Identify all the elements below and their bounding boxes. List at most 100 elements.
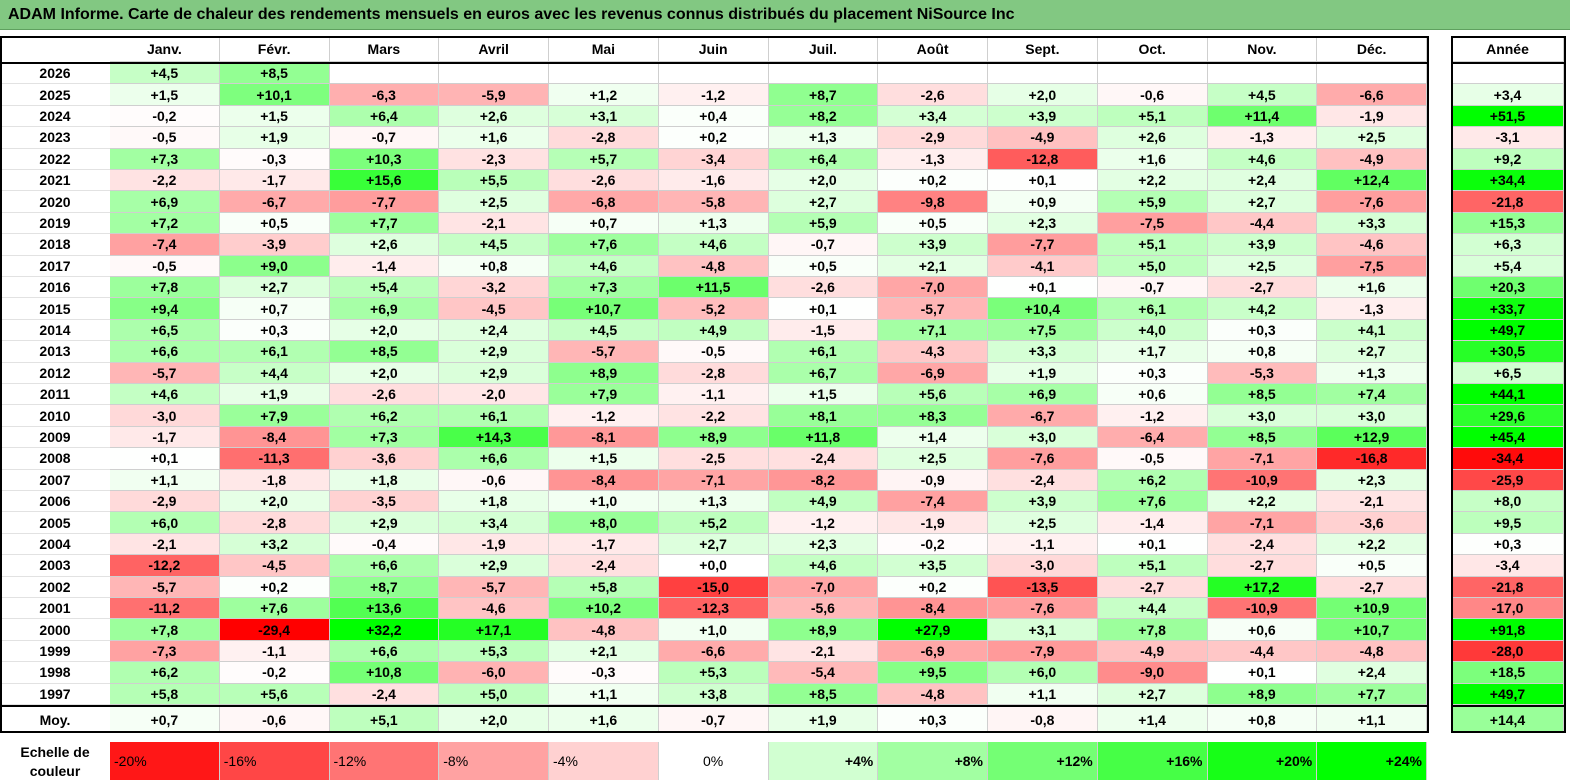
heatmap-cell: -5,7 bbox=[110, 576, 220, 598]
heatmap-cell: +6,4 bbox=[329, 105, 440, 128]
heatmap-cell: +8,5 bbox=[768, 683, 879, 705]
year-label: 2006 bbox=[0, 491, 110, 513]
heatmap-cell: +3,8 bbox=[658, 683, 769, 705]
heatmap-cell: -2,1 bbox=[110, 533, 220, 556]
heatmap-cell: +2,2 bbox=[1207, 491, 1318, 513]
heatmap-cell: -9,0 bbox=[1097, 662, 1208, 684]
heatmap-cell: +7,2 bbox=[110, 212, 220, 235]
heatmap-cell bbox=[439, 63, 549, 85]
heatmap-cell: +0,5 bbox=[219, 212, 330, 235]
heatmap-cell: -0,2 bbox=[110, 105, 220, 128]
heatmap-cell: +12,4 bbox=[1317, 170, 1427, 192]
heatmap-cell: +10,8 bbox=[329, 662, 440, 684]
heatmap-cell: +2,2 bbox=[1097, 170, 1208, 192]
heatmap-cell: -2,4 bbox=[329, 683, 440, 705]
heatmap-cell: +8,5 bbox=[1207, 384, 1318, 406]
heatmap-cell: +5,3 bbox=[658, 662, 769, 684]
annual-cell: +3,4 bbox=[1452, 84, 1564, 106]
heatmap-cell: +3,1 bbox=[549, 105, 659, 128]
year-label: 2001 bbox=[0, 598, 110, 620]
month-header: Déc. bbox=[1317, 36, 1427, 62]
heatmap-cell: +6,6 bbox=[110, 341, 220, 363]
heatmap-cell: +0,5 bbox=[878, 212, 988, 235]
color-scale-step: 0% bbox=[658, 742, 769, 780]
heatmap-cell bbox=[1097, 63, 1208, 85]
heatmap-cell: +5,9 bbox=[768, 212, 879, 235]
heatmap-cell: +0,1 bbox=[1097, 533, 1208, 556]
heatmap-cell: -1,1 bbox=[988, 533, 1098, 556]
heatmap-cell: +13,6 bbox=[329, 598, 440, 620]
annual-cell: +8,0 bbox=[1452, 491, 1564, 513]
annual-cell: -3,4 bbox=[1452, 555, 1564, 577]
heatmap-cell: +6,6 bbox=[439, 448, 549, 470]
heatmap-cell: -1,2 bbox=[1097, 405, 1208, 427]
heatmap-cell: -3,5 bbox=[329, 491, 440, 513]
heatmap-cell: +4,0 bbox=[1097, 319, 1208, 342]
heatmap-cell: +8,5 bbox=[1207, 426, 1318, 449]
heatmap-cell: +4,6 bbox=[549, 255, 659, 277]
heatmap-cell: +8,9 bbox=[658, 426, 769, 449]
heatmap-cell: -1,6 bbox=[658, 170, 769, 192]
heatmap-cell: +4,6 bbox=[1207, 148, 1318, 170]
average-cell: -0,6 bbox=[219, 707, 330, 733]
heatmap-cell: +2,0 bbox=[768, 170, 879, 192]
year-label: 2023 bbox=[0, 127, 110, 149]
heatmap-cell: +1,6 bbox=[1097, 148, 1208, 170]
average-cell: +0,7 bbox=[110, 707, 220, 733]
color-scale-step: +24% bbox=[1317, 742, 1427, 780]
heatmap-cell: -7,4 bbox=[878, 491, 988, 513]
heatmap-cell: +1,6 bbox=[1317, 277, 1427, 299]
heatmap-cell: -4,4 bbox=[1207, 640, 1318, 663]
heatmap-cell: +3,9 bbox=[878, 234, 988, 256]
heatmap-cell: +8,3 bbox=[878, 405, 988, 427]
heatmap-cell: -4,5 bbox=[219, 555, 330, 577]
annual-cell: +5,4 bbox=[1452, 255, 1564, 277]
color-scale-step: -16% bbox=[219, 742, 330, 780]
heatmap-cell: +5,1 bbox=[1097, 234, 1208, 256]
year-label: 2025 bbox=[0, 84, 110, 106]
heatmap-cell: -1,2 bbox=[768, 512, 879, 534]
annual-cell: +49,7 bbox=[1452, 319, 1564, 342]
heatmap-cell: -2,8 bbox=[549, 127, 659, 149]
heatmap-cell: +2,6 bbox=[439, 105, 549, 128]
heatmap-cell: -1,4 bbox=[329, 255, 440, 277]
month-header: Avril bbox=[439, 36, 549, 62]
heatmap-cell: -1,1 bbox=[658, 384, 769, 406]
heatmap-cell: +0,2 bbox=[878, 576, 988, 598]
year-label: 2013 bbox=[0, 341, 110, 363]
heatmap-cell: +1,9 bbox=[219, 127, 330, 149]
heatmap-cell: +2,9 bbox=[439, 341, 549, 363]
heatmap-cell: +1,5 bbox=[549, 448, 659, 470]
heatmap-cell: +2,0 bbox=[219, 491, 330, 513]
heatmap-cell: +8,1 bbox=[768, 405, 879, 427]
heatmap-cell: +3,4 bbox=[439, 512, 549, 534]
heatmap-cell: +0,5 bbox=[768, 255, 879, 277]
heatmap-cell: -8,4 bbox=[219, 426, 330, 449]
heatmap-cell: -2,1 bbox=[768, 640, 879, 663]
annual-cell: +20,3 bbox=[1452, 277, 1564, 299]
heatmap-cell: +2,7 bbox=[768, 191, 879, 213]
heatmap-cell: +3,0 bbox=[988, 426, 1098, 449]
heatmap-cell: -6,4 bbox=[1097, 426, 1208, 449]
annual-cell: +6,5 bbox=[1452, 362, 1564, 384]
heatmap-cell: -10,9 bbox=[1207, 598, 1318, 620]
heatmap-cell: -5,4 bbox=[768, 662, 879, 684]
color-scale-step: -4% bbox=[549, 742, 659, 780]
heatmap-cell: -4,4 bbox=[1207, 212, 1318, 235]
year-label: 2009 bbox=[0, 426, 110, 449]
heatmap-cell: -3,4 bbox=[658, 148, 769, 170]
heatmap-cell: +7,4 bbox=[1317, 384, 1427, 406]
heatmap-cell: +0,2 bbox=[219, 576, 330, 598]
heatmap-cell: +7,5 bbox=[988, 319, 1098, 342]
heatmap-cell: -2,6 bbox=[878, 84, 988, 106]
heatmap-cell: +3,4 bbox=[878, 105, 988, 128]
year-label: 2018 bbox=[0, 234, 110, 256]
heatmap-cell: +4,9 bbox=[768, 491, 879, 513]
heatmap-cell: +11,5 bbox=[658, 277, 769, 299]
heatmap-cell: +1,3 bbox=[768, 127, 879, 149]
heatmap-cell: +0,4 bbox=[658, 105, 769, 128]
heatmap-cell: +2,0 bbox=[329, 319, 440, 342]
month-header: Nov. bbox=[1207, 36, 1318, 62]
heatmap-cell: +2,7 bbox=[658, 533, 769, 556]
heatmap-cell: -7,6 bbox=[988, 448, 1098, 470]
